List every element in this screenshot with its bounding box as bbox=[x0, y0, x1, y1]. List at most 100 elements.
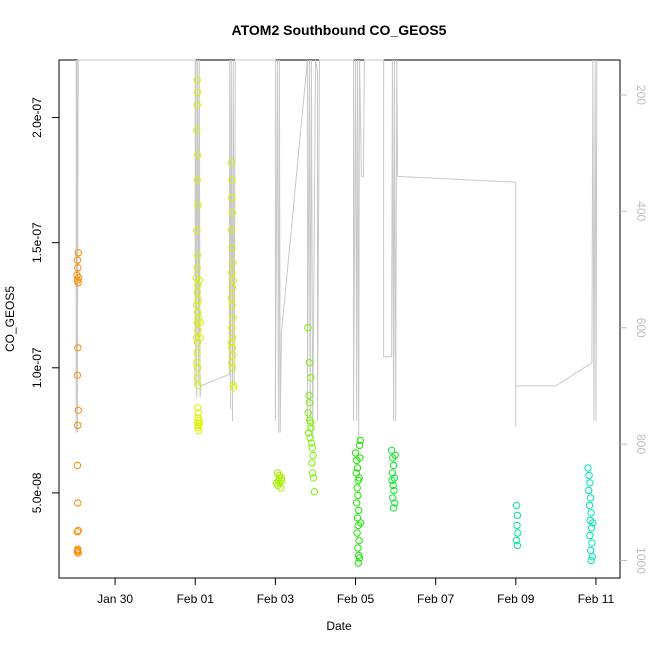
data-point bbox=[390, 486, 398, 495]
data-point bbox=[514, 529, 522, 537]
data-point bbox=[391, 451, 399, 460]
data-point bbox=[227, 226, 236, 234]
data-point bbox=[353, 464, 362, 472]
data-point bbox=[586, 531, 594, 540]
data-point bbox=[586, 516, 594, 525]
data-point bbox=[513, 541, 522, 550]
data-point bbox=[74, 249, 82, 257]
data-point bbox=[228, 244, 236, 252]
x-tick-label: Feb 05 bbox=[337, 592, 375, 606]
data-point bbox=[193, 301, 201, 309]
data-point bbox=[585, 471, 593, 480]
y2-tick-label: 400 bbox=[634, 201, 648, 221]
data-point bbox=[309, 469, 317, 477]
plot-frame bbox=[58, 59, 621, 579]
data-point bbox=[193, 359, 201, 367]
data-point bbox=[588, 553, 597, 561]
data-point bbox=[273, 469, 282, 477]
data-point bbox=[228, 269, 236, 277]
data-point bbox=[587, 494, 595, 502]
data-point bbox=[228, 208, 237, 217]
data-point bbox=[194, 281, 202, 289]
data-point bbox=[193, 176, 201, 184]
data-point bbox=[74, 279, 82, 287]
data-point bbox=[586, 479, 594, 487]
x-tick-label: Feb 09 bbox=[497, 592, 535, 606]
data-point bbox=[353, 499, 361, 507]
series-0 bbox=[73, 249, 83, 557]
data-point bbox=[304, 429, 313, 437]
data-point bbox=[356, 436, 364, 445]
data-point bbox=[228, 364, 237, 372]
data-point bbox=[355, 554, 364, 562]
points-layer bbox=[73, 76, 597, 567]
data-point bbox=[307, 439, 316, 447]
y2-axis: 200 400 600 800 1000 bbox=[620, 85, 648, 574]
data-point bbox=[193, 289, 201, 297]
data-point bbox=[193, 101, 201, 109]
data-point bbox=[353, 484, 361, 492]
series-6 bbox=[512, 501, 522, 550]
data-point bbox=[74, 421, 82, 430]
data-point bbox=[355, 474, 363, 482]
data-point bbox=[227, 294, 236, 302]
data-point bbox=[193, 309, 202, 317]
data-point bbox=[73, 256, 82, 264]
data-point bbox=[513, 511, 522, 520]
data-point bbox=[196, 419, 204, 427]
data-point bbox=[305, 399, 314, 407]
data-point bbox=[351, 449, 360, 457]
data-point bbox=[74, 344, 82, 352]
data-point bbox=[193, 364, 202, 372]
data-point bbox=[308, 459, 316, 467]
data-point bbox=[227, 158, 236, 167]
data-point bbox=[73, 461, 82, 470]
data-point bbox=[390, 474, 399, 482]
data-point bbox=[194, 381, 202, 389]
data-point bbox=[228, 193, 236, 202]
series-7 bbox=[584, 464, 597, 565]
data-point bbox=[272, 479, 281, 487]
series-1 bbox=[192, 76, 238, 435]
y-axis-label: CO_GEOS5 bbox=[3, 286, 17, 352]
data-point bbox=[193, 264, 201, 272]
y-tick-label: 5.0e-08 bbox=[30, 472, 44, 513]
data-point bbox=[354, 544, 362, 552]
x-tick-label: Feb 07 bbox=[417, 592, 455, 606]
data-point bbox=[194, 201, 202, 209]
data-point bbox=[356, 454, 364, 462]
data-point bbox=[305, 391, 313, 399]
data-point bbox=[355, 506, 363, 515]
series-3 bbox=[304, 324, 318, 496]
data-point bbox=[308, 444, 316, 452]
data-point bbox=[277, 484, 285, 492]
y-axis: 5.0e-08 1.0e-07 1.5e-07 2.0e-07 bbox=[30, 97, 59, 513]
series-5 bbox=[387, 446, 399, 512]
data-point bbox=[193, 251, 202, 259]
data-point bbox=[193, 126, 201, 134]
data-point bbox=[193, 226, 201, 234]
data-point bbox=[389, 454, 397, 462]
pressure-line bbox=[75, 59, 598, 445]
data-point bbox=[587, 509, 595, 517]
data-point bbox=[389, 461, 398, 470]
x-axis: Jan 30 Feb 01 Feb 03 Feb 05 Feb 07 Feb 09 Feb … bbox=[97, 578, 615, 606]
pressure-layer bbox=[75, 59, 598, 445]
data-point bbox=[513, 521, 521, 530]
data-point bbox=[587, 524, 596, 532]
series-4 bbox=[351, 436, 365, 567]
x-tick-label: Feb 03 bbox=[257, 592, 295, 606]
data-point bbox=[310, 488, 318, 496]
y-tick-label: 1.5e-07 bbox=[30, 222, 44, 263]
data-point bbox=[228, 301, 236, 309]
data-point bbox=[228, 176, 236, 184]
data-point bbox=[587, 556, 595, 565]
data-point bbox=[229, 276, 238, 284]
data-point bbox=[512, 501, 521, 510]
data-point bbox=[194, 326, 202, 334]
data-point bbox=[306, 374, 315, 382]
data-point bbox=[73, 371, 82, 379]
data-point bbox=[228, 324, 236, 332]
x-axis-label: Date bbox=[326, 619, 352, 633]
data-point bbox=[193, 349, 201, 357]
